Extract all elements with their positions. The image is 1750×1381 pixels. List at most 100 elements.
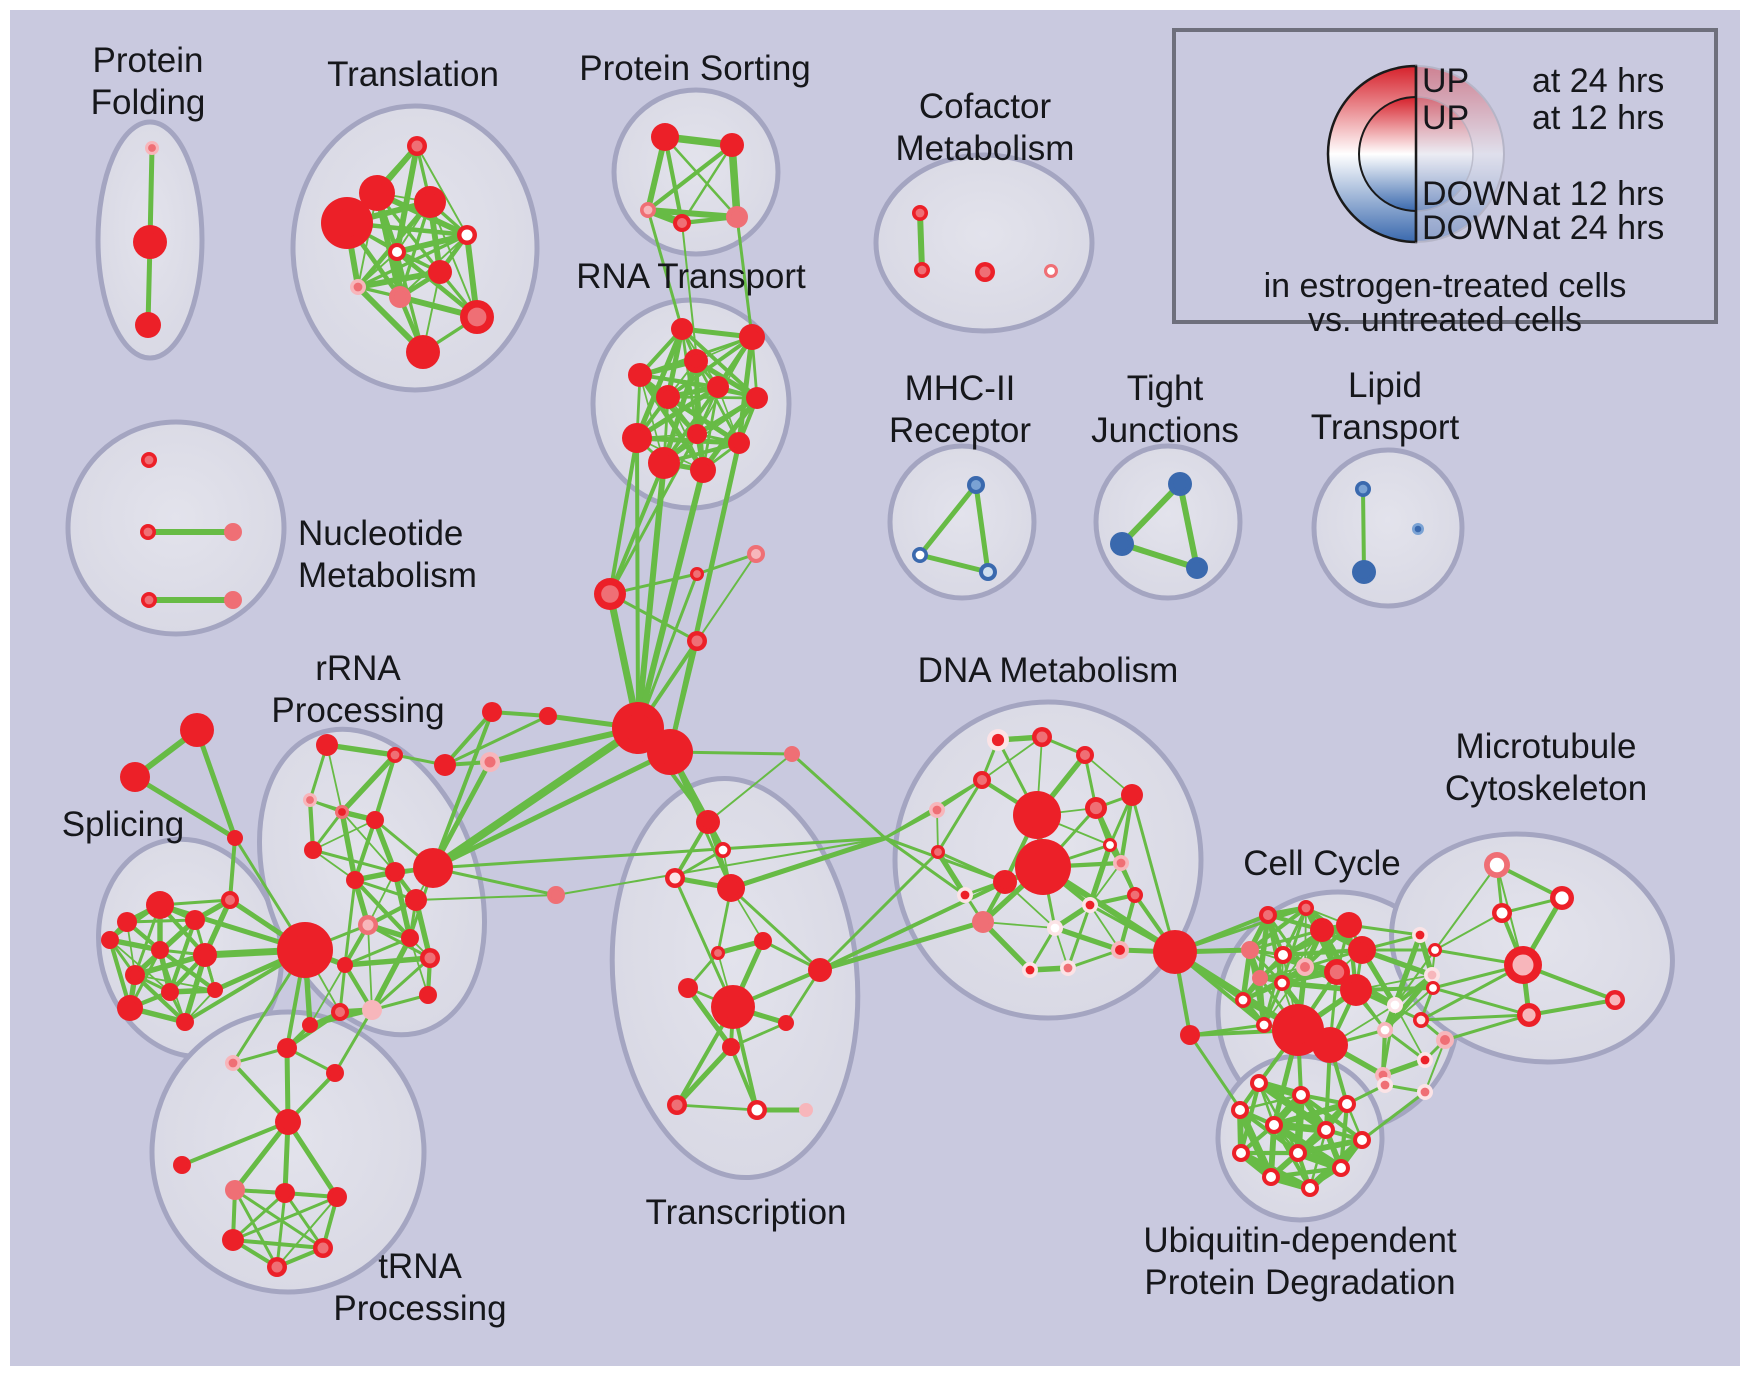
gene-node bbox=[141, 592, 157, 608]
gene-node bbox=[667, 1095, 687, 1115]
gene-node bbox=[405, 889, 427, 911]
legend-row-up-12-label: UP bbox=[1422, 99, 1470, 137]
gene-node bbox=[722, 1038, 740, 1056]
nodes-layer bbox=[101, 123, 1625, 1277]
gene-node bbox=[747, 545, 765, 563]
gene-node bbox=[145, 141, 159, 155]
edge bbox=[1304, 907, 1307, 968]
cluster-label-microtubule-cytoskeleton: Microtubule bbox=[1456, 727, 1637, 766]
edge bbox=[973, 482, 991, 575]
edge bbox=[283, 1191, 325, 1250]
gene-node bbox=[1352, 560, 1376, 584]
gene-node bbox=[1338, 1095, 1356, 1113]
gene-node bbox=[720, 133, 744, 157]
gene-node bbox=[715, 842, 731, 858]
gene-node bbox=[1256, 1017, 1272, 1033]
gene-node bbox=[387, 747, 403, 763]
cluster-label-trna-processing: Processing bbox=[333, 1289, 506, 1328]
gene-node bbox=[651, 123, 679, 151]
gene-node bbox=[389, 286, 411, 308]
gene-node bbox=[1232, 1144, 1250, 1162]
gene-node bbox=[457, 225, 477, 245]
gene-node bbox=[1111, 941, 1129, 959]
gene-node bbox=[684, 349, 708, 373]
gene-node bbox=[957, 887, 973, 903]
edge bbox=[167, 917, 198, 995]
gene-node bbox=[1127, 887, 1143, 903]
gene-node bbox=[267, 1257, 287, 1277]
edge bbox=[608, 592, 699, 643]
legend-row-up-24-label: UP bbox=[1422, 62, 1470, 100]
gene-node bbox=[388, 243, 406, 261]
edge bbox=[1028, 926, 1057, 972]
cluster-label-mhc-ii-receptor: Receptor bbox=[889, 411, 1031, 450]
gene-node bbox=[1504, 946, 1542, 984]
edge bbox=[1087, 842, 1113, 908]
gene-node bbox=[1387, 997, 1403, 1013]
gene-node bbox=[747, 1100, 767, 1120]
cluster-label-tight-junctions: Junctions bbox=[1091, 411, 1239, 450]
edge bbox=[707, 753, 793, 823]
gene-node bbox=[1060, 960, 1076, 976]
gene-node bbox=[1417, 1052, 1433, 1068]
edge bbox=[981, 736, 1043, 781]
cluster-label-rrna-processing: Processing bbox=[271, 691, 444, 730]
cluster-label-cell-cycle: Cell Cycle bbox=[1243, 844, 1401, 883]
edge bbox=[333, 1008, 374, 1075]
gene-node bbox=[1082, 897, 1098, 913]
legend-row-up-12-time: at 12 hrs bbox=[1532, 99, 1665, 137]
gene-node bbox=[321, 197, 373, 249]
cluster-label-protein-sorting: Protein Sorting bbox=[579, 49, 811, 88]
edge bbox=[675, 1103, 759, 1112]
edge bbox=[370, 956, 432, 1012]
cluster-label-dna-metabolism: DNA Metabolism bbox=[918, 651, 1179, 690]
gene-node bbox=[414, 186, 446, 218]
edge bbox=[134, 974, 216, 991]
edge bbox=[326, 744, 343, 813]
edge bbox=[429, 201, 478, 318]
edge bbox=[1177, 481, 1200, 571]
legend-row-down-24-time: at 24 hrs bbox=[1532, 209, 1665, 247]
edge bbox=[369, 935, 413, 1013]
cluster-label-ubiquitin-degradation: Protein Degradation bbox=[1144, 1263, 1455, 1302]
gene-node bbox=[1348, 936, 1376, 964]
edge bbox=[917, 552, 991, 575]
edge bbox=[662, 134, 685, 226]
gene-node bbox=[1317, 1121, 1335, 1139]
gene-node bbox=[125, 965, 145, 985]
gene-node bbox=[1292, 1086, 1310, 1104]
gene-node bbox=[385, 862, 405, 882]
gene-node bbox=[1424, 967, 1440, 983]
edge bbox=[1271, 1101, 1350, 1128]
gene-node bbox=[1121, 784, 1143, 806]
edge bbox=[1052, 925, 1123, 953]
gene-node bbox=[972, 911, 994, 933]
gene-node bbox=[687, 631, 707, 651]
legend-footer-line2: vs. untreated cells bbox=[1307, 301, 1583, 339]
gene-node bbox=[987, 729, 1009, 751]
gene-node bbox=[1412, 523, 1424, 535]
gene-node bbox=[673, 214, 691, 232]
gene-node bbox=[1332, 1159, 1350, 1177]
cluster-label-lipid-transport: Transport bbox=[1311, 408, 1460, 447]
legend-row-up-24-time: at 24 hrs bbox=[1532, 62, 1665, 100]
gene-node bbox=[224, 591, 242, 609]
edge bbox=[1434, 912, 1503, 951]
gene-node bbox=[173, 1156, 191, 1174]
cluster-label-cofactor-metabolism: Cofactor bbox=[919, 87, 1052, 126]
gene-node bbox=[656, 385, 680, 409]
gene-node bbox=[313, 1238, 333, 1258]
edge bbox=[394, 232, 470, 255]
gene-node bbox=[350, 279, 366, 295]
edge bbox=[157, 947, 218, 993]
gene-node bbox=[120, 762, 150, 792]
gene-node bbox=[304, 841, 322, 859]
edge bbox=[1295, 1137, 1365, 1156]
edge bbox=[132, 972, 188, 1025]
gene-node bbox=[362, 1000, 382, 1020]
gene-node bbox=[1262, 1168, 1280, 1186]
gene-node bbox=[227, 830, 243, 846]
edge bbox=[1527, 998, 1617, 1017]
edge bbox=[312, 819, 376, 851]
cluster-ellipse-lipid-transport bbox=[1311, 447, 1465, 609]
